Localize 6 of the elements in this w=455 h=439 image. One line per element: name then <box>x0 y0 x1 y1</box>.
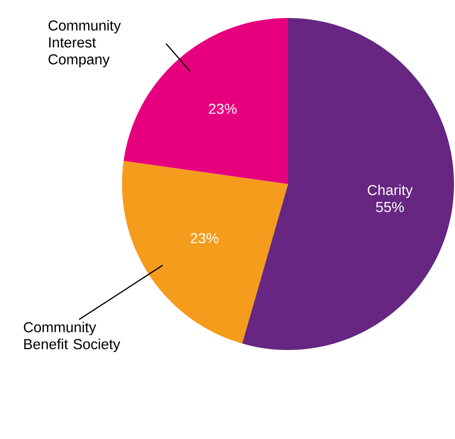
slice-label: Community Benefit Society <box>24 322 120 352</box>
data-label: 23% <box>208 104 237 114</box>
data-label: 55% <box>376 202 404 212</box>
slice-label: Community Interest Company <box>48 20 121 68</box>
slice-label: Charity <box>368 184 413 198</box>
data-label: 23% <box>190 233 218 244</box>
